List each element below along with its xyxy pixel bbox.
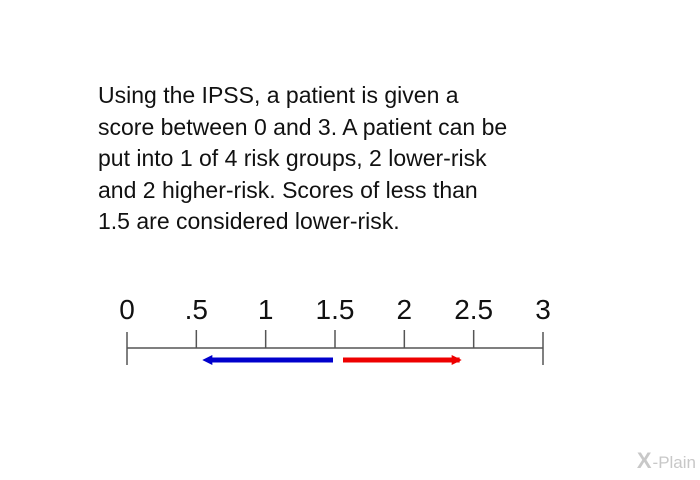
xplain-logo-text: -Plain [652,453,696,472]
tick-label: 2.5 [454,294,493,325]
tick-label: 1 [258,294,274,325]
xplain-x-mark: X [636,448,652,473]
tick-label: 0 [119,294,135,325]
tick-label: .5 [185,294,208,325]
ipss-description: Using the IPSS, a patient is given a sco… [98,82,508,234]
tick-label: 2 [397,294,413,325]
tick-label: 1.5 [316,294,355,325]
tick-label: 3 [535,294,551,325]
xplain-logo: X-Plain [637,448,696,474]
